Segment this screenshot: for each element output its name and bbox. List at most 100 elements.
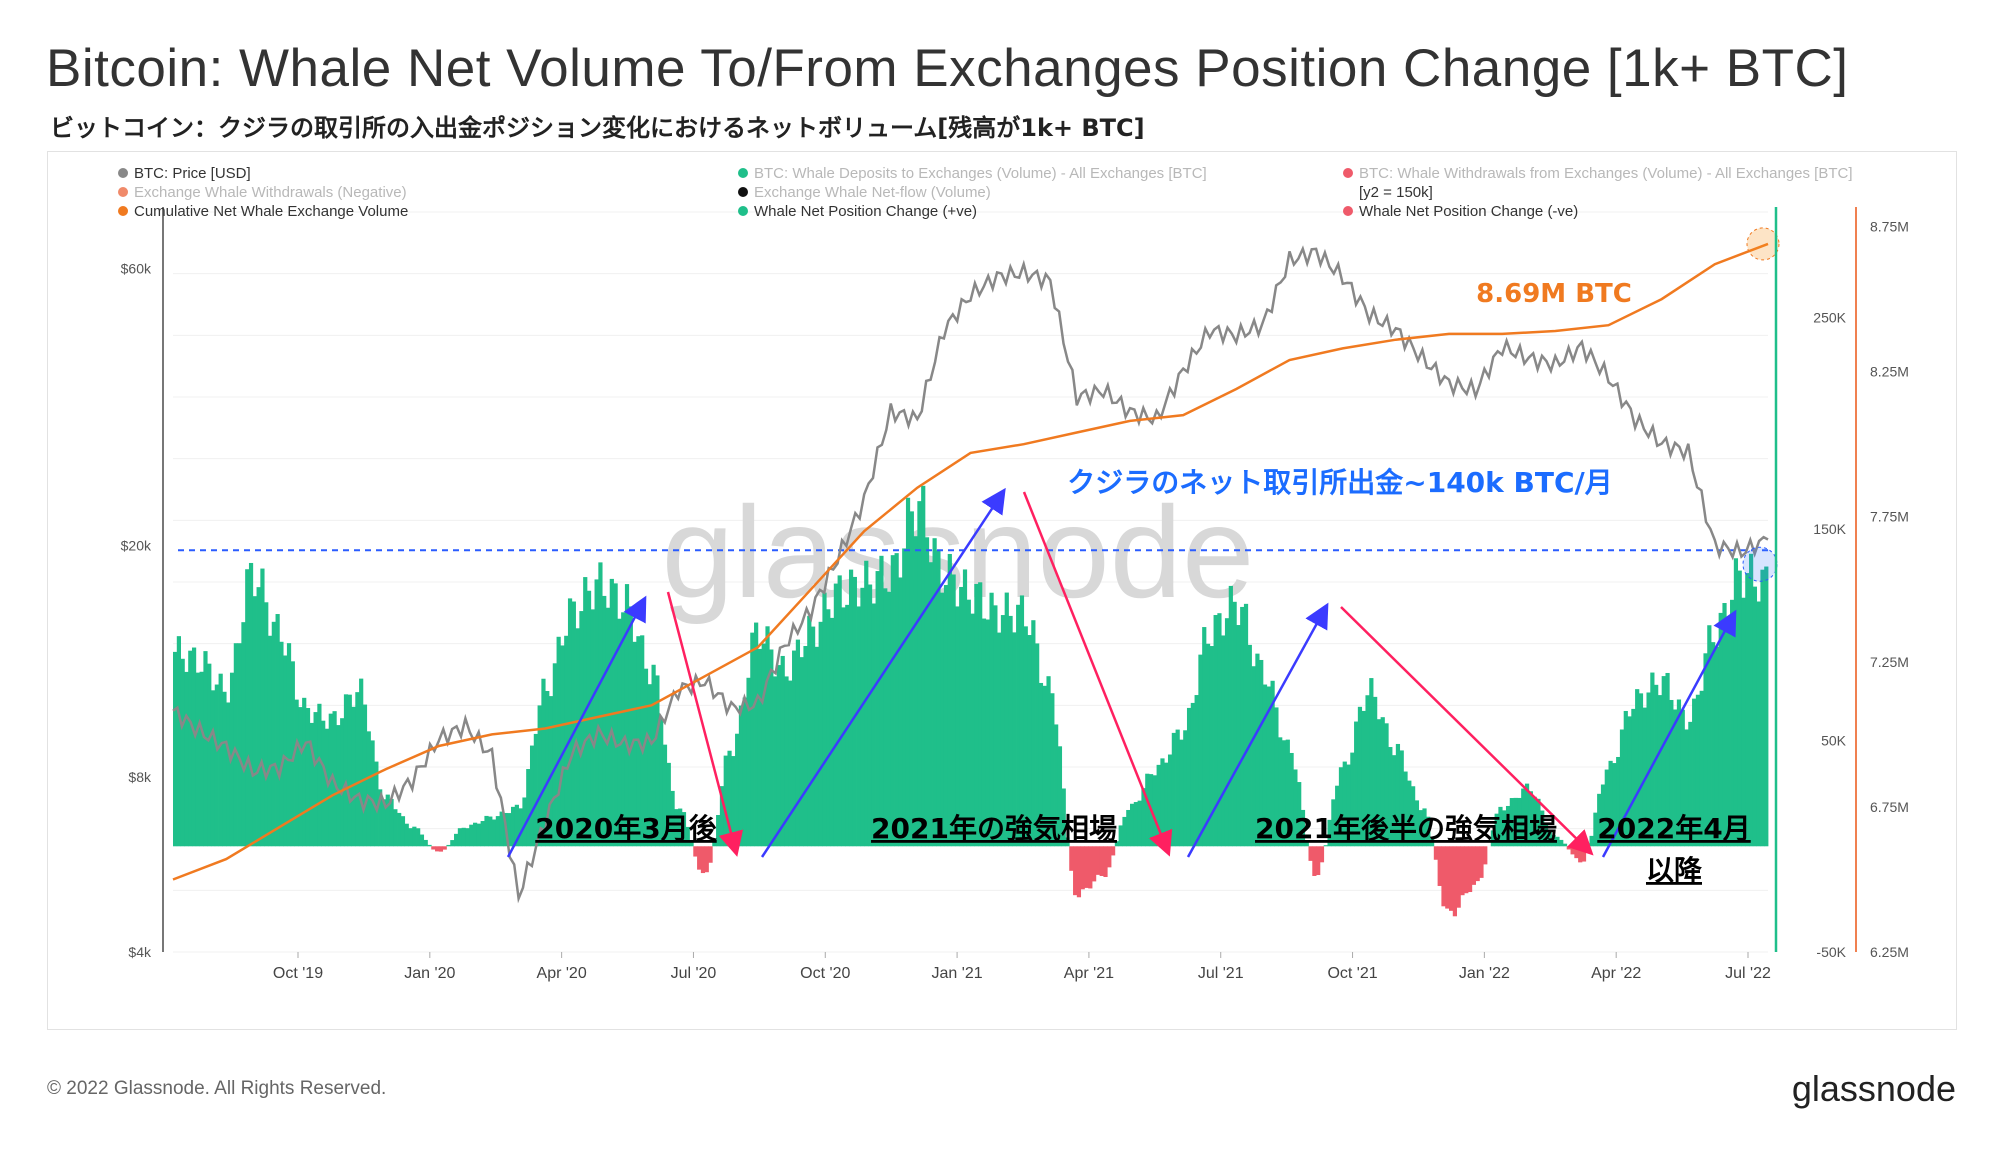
net-positive-bar	[340, 718, 345, 847]
net-positive-bar	[533, 733, 538, 847]
net-positive-bar	[605, 607, 611, 847]
net-positive-bar	[336, 725, 341, 847]
net-positive-bar	[1031, 620, 1036, 847]
net-positive-bar	[461, 827, 466, 847]
net-positive-bar	[1764, 566, 1769, 847]
net-positive-bar	[522, 797, 527, 847]
net-positive-bar	[1559, 839, 1564, 847]
net-positive-bar	[875, 571, 880, 847]
net-positive-bar	[173, 651, 178, 847]
net-positive-bar	[298, 707, 303, 847]
net-positive-bar	[731, 756, 736, 847]
net-positive-bar	[1505, 805, 1511, 847]
net-positive-bar	[529, 745, 535, 847]
net-positive-bar	[469, 824, 474, 847]
net-positive-bar	[609, 578, 614, 847]
net-positive-bar	[989, 592, 994, 847]
net-negative-bar	[1479, 846, 1484, 878]
net-positive-bar	[1532, 796, 1537, 847]
net-positive-bar	[419, 834, 425, 847]
net-positive-bar	[959, 586, 964, 847]
net-negative-bar	[1308, 846, 1313, 861]
net-positive-bar	[537, 705, 542, 847]
net-positive-bar	[1604, 769, 1609, 847]
net-positive-bar	[1684, 729, 1689, 847]
net-positive-bar	[1494, 813, 1499, 847]
net-positive-bar	[886, 591, 892, 847]
net-positive-bar	[924, 537, 930, 847]
net-positive-bar	[719, 786, 725, 847]
x-tick-label: Jul '22	[1725, 965, 1771, 982]
annotation-label: 8.69M BTC	[1476, 279, 1632, 309]
net-positive-bar	[1270, 680, 1275, 847]
net-positive-bar	[1726, 621, 1731, 847]
net-positive-bar	[1114, 841, 1120, 847]
net-negative-bar	[1073, 846, 1078, 896]
net-positive-bar	[1692, 698, 1697, 847]
net-negative-bar	[438, 846, 444, 852]
net-positive-bar	[1038, 682, 1044, 847]
net-positive-bar	[624, 584, 630, 847]
net-positive-bar	[776, 665, 782, 847]
net-positive-bar	[647, 684, 652, 847]
net-positive-bar	[913, 536, 918, 847]
net-positive-bar	[495, 816, 500, 847]
net-positive-bar	[628, 606, 633, 847]
net-positive-bar	[966, 599, 971, 847]
net-positive-bar	[1657, 695, 1663, 847]
net-positive-bar	[1376, 719, 1382, 847]
net-negative-bar	[1103, 846, 1108, 878]
legend-label: [y2 = 150k]	[1359, 184, 1433, 201]
net-positive-bar	[1722, 603, 1727, 847]
net-positive-bar	[286, 643, 292, 847]
net-positive-bar	[1137, 800, 1142, 847]
net-positive-bar	[1012, 632, 1017, 847]
net-positive-bar	[750, 632, 755, 847]
net-positive-bar	[905, 497, 911, 847]
net-positive-bar	[1338, 767, 1344, 847]
net-positive-bar	[1669, 699, 1674, 847]
net-positive-bar	[814, 646, 819, 847]
legend-label: BTC: Price [USD]	[134, 165, 251, 182]
chart: glassnode $60k $20k $8k $4k 250K 150K 50K -50K 8…	[118, 165, 1909, 982]
legend-label: BTC: Whale Withdrawals from Exchanges (V…	[1359, 165, 1853, 182]
net-positive-bar	[1278, 737, 1283, 847]
net-positive-bar	[1730, 599, 1735, 847]
net-positive-bar	[1373, 696, 1378, 847]
net-positive-bar	[579, 611, 584, 847]
net-positive-bar	[727, 750, 732, 847]
trend-arrow-up	[506, 595, 647, 858]
net-positive-bar	[552, 663, 557, 847]
annotation-label: 2022年4月	[1597, 812, 1750, 845]
net-positive-bar	[1236, 625, 1241, 847]
net-positive-bar	[1619, 729, 1625, 847]
net-positive-bar	[1262, 684, 1268, 847]
net-tick-label: 150K	[1813, 521, 1846, 537]
legend: BTC: Price [USD] BTC: Whale Deposits to E…	[118, 165, 1853, 220]
net-positive-bar	[1156, 764, 1161, 847]
net-positive-bar	[951, 574, 956, 847]
net-positive-bar	[226, 702, 231, 847]
net-positive-bar	[1054, 724, 1059, 847]
net-positive-bar	[799, 657, 804, 847]
net-positive-bar	[674, 809, 679, 847]
net-positive-bar	[784, 676, 789, 847]
net-positive-bar	[1737, 570, 1742, 847]
net-positive-bar	[894, 553, 899, 847]
net-positive-bar	[1228, 585, 1233, 847]
net-positive-bar	[324, 728, 330, 847]
legend-label: Exchange Whale Net-flow (Volume)	[754, 184, 991, 201]
net-positive-bar	[1133, 802, 1138, 847]
net-positive-bar	[1035, 643, 1040, 847]
net-positive-bar	[343, 694, 349, 847]
net-positive-bar	[1718, 612, 1723, 847]
net-positive-bar	[1540, 810, 1545, 847]
net-positive-bar	[476, 823, 482, 847]
annotation-label: 2021年の強気相場	[871, 812, 1117, 845]
net-positive-bar	[1760, 569, 1765, 847]
net-positive-bar	[1202, 627, 1207, 847]
net-positive-bar	[856, 606, 861, 847]
net-positive-bar	[898, 577, 903, 847]
net-positive-bar	[909, 511, 914, 847]
net-positive-bar	[279, 641, 284, 847]
